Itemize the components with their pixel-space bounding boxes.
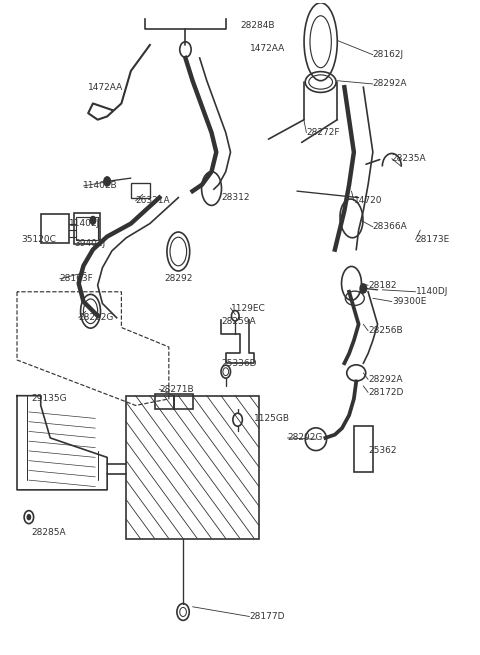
Text: 1472AA: 1472AA [88,83,123,92]
Text: 28173E: 28173E [416,235,450,244]
Text: 28256B: 28256B [368,326,403,335]
Circle shape [26,514,31,520]
Text: 28292: 28292 [164,274,192,284]
Bar [74,213,100,244]
Text: 1140EJ: 1140EJ [69,219,100,228]
Bar [41,214,69,243]
Text: 28259A: 28259A [221,316,256,326]
Text: 26321A: 26321A [136,196,170,206]
Text: 1129EC: 1129EC [230,303,265,312]
Text: 28366A: 28366A [373,222,408,231]
Text: 28285A: 28285A [31,527,66,536]
Text: 1472AA: 1472AA [250,44,285,53]
Circle shape [104,177,110,186]
Text: 25336D: 25336D [221,359,256,367]
Text: 28292G: 28292G [79,313,114,322]
Text: 25362: 25362 [368,447,396,455]
Text: 28235A: 28235A [392,154,426,163]
Text: 28292A: 28292A [373,79,408,88]
Text: 28292G: 28292G [288,434,323,442]
Text: 28177D: 28177D [250,612,285,621]
Text: 39401J: 39401J [74,238,105,248]
Text: 35120C: 35120C [22,235,57,244]
Circle shape [360,284,367,293]
Text: 29135G: 29135G [31,394,67,403]
Text: 28312: 28312 [221,193,250,202]
Text: 28292A: 28292A [368,375,403,384]
Text: 28182: 28182 [368,281,396,290]
Text: 1140EB: 1140EB [84,181,118,191]
Text: 28272F: 28272F [306,128,340,137]
Circle shape [90,216,96,224]
Text: 14720: 14720 [354,196,383,206]
Text: 28284B: 28284B [240,21,275,30]
Text: 1140DJ: 1140DJ [416,288,448,296]
Bar [76,217,97,240]
Bar [131,183,150,198]
Text: 28271B: 28271B [159,384,194,394]
Text: 1125GB: 1125GB [254,414,290,423]
Text: 28172D: 28172D [368,388,404,397]
Bar [354,426,373,472]
Text: 28162J: 28162J [373,50,404,59]
Bar [155,394,192,409]
Text: 28163F: 28163F [60,274,94,284]
Text: 39300E: 39300E [392,297,426,306]
Bar [126,396,259,538]
